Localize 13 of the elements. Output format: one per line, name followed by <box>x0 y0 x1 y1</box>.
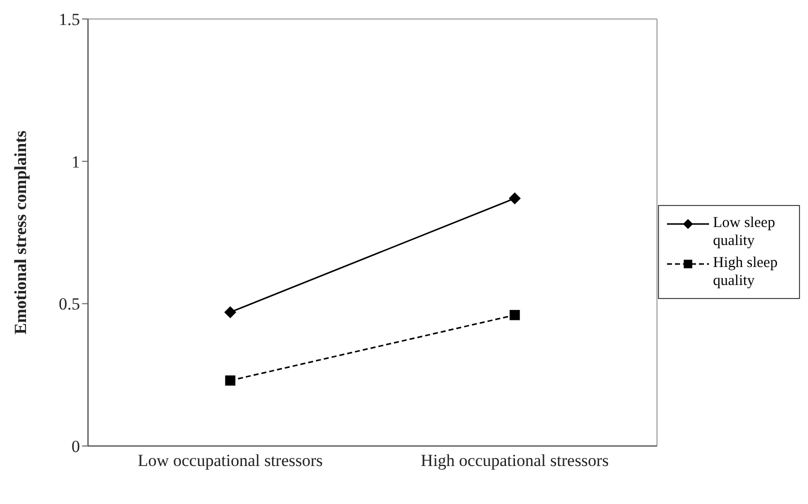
y-tick-label: 0.5 <box>58 294 80 314</box>
y-tick-label: 1.5 <box>58 10 80 30</box>
y-axis-title: Emotional stress complaints <box>11 130 30 334</box>
point <box>510 310 520 320</box>
x-tick-label: High occupational stressors <box>420 451 609 470</box>
point <box>224 306 236 318</box>
y-tick-label: 1 <box>72 152 80 172</box>
legend-label: High sleep quality <box>713 254 779 290</box>
point <box>508 192 521 204</box>
x-tick-label: Low occupational stressors <box>138 451 323 470</box>
point <box>225 375 236 386</box>
legend-label: Low sleep quality <box>713 214 776 250</box>
y-tick-label: 0 <box>72 437 80 456</box>
